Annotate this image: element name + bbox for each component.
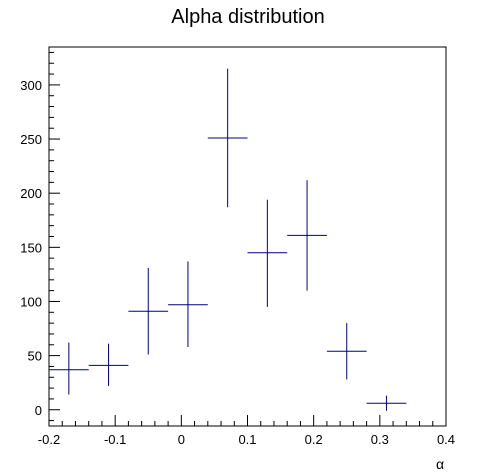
x-tick-label: -0.1 [104, 432, 126, 447]
y-tick-label: 200 [20, 186, 42, 201]
y-tick-label: 300 [20, 78, 42, 93]
chart-title: Alpha distribution [171, 6, 324, 28]
data-point [168, 261, 208, 347]
x-tick-label: 0.4 [437, 432, 455, 447]
y-tick-label: 250 [20, 132, 42, 147]
x-tick-label: 0.1 [238, 432, 256, 447]
x-tick-label: 0.2 [305, 432, 323, 447]
data-point [326, 323, 367, 380]
y-axis: 0 50 100 150 200 250 300 [20, 51, 60, 422]
data-point [49, 342, 89, 395]
x-axis-label: α [436, 456, 444, 472]
y-tick-label: 0 [35, 403, 42, 418]
y-tick-label: 100 [20, 294, 42, 309]
x-axis: -0.2 -0.1 0 0.1 0.2 0.3 0.4 [38, 415, 455, 447]
data-point [287, 180, 327, 291]
data-markers [49, 68, 407, 411]
data-point [128, 267, 169, 355]
data-point [247, 199, 288, 307]
x-tick-label: -0.2 [38, 432, 60, 447]
x-tick-label: 0.3 [371, 432, 389, 447]
data-point [207, 68, 248, 208]
x-tick-label: 0 [178, 432, 185, 447]
y-tick-label: 50 [28, 349, 42, 364]
data-point [366, 395, 407, 411]
data-point [88, 343, 129, 386]
y-tick-label: 150 [20, 240, 42, 255]
